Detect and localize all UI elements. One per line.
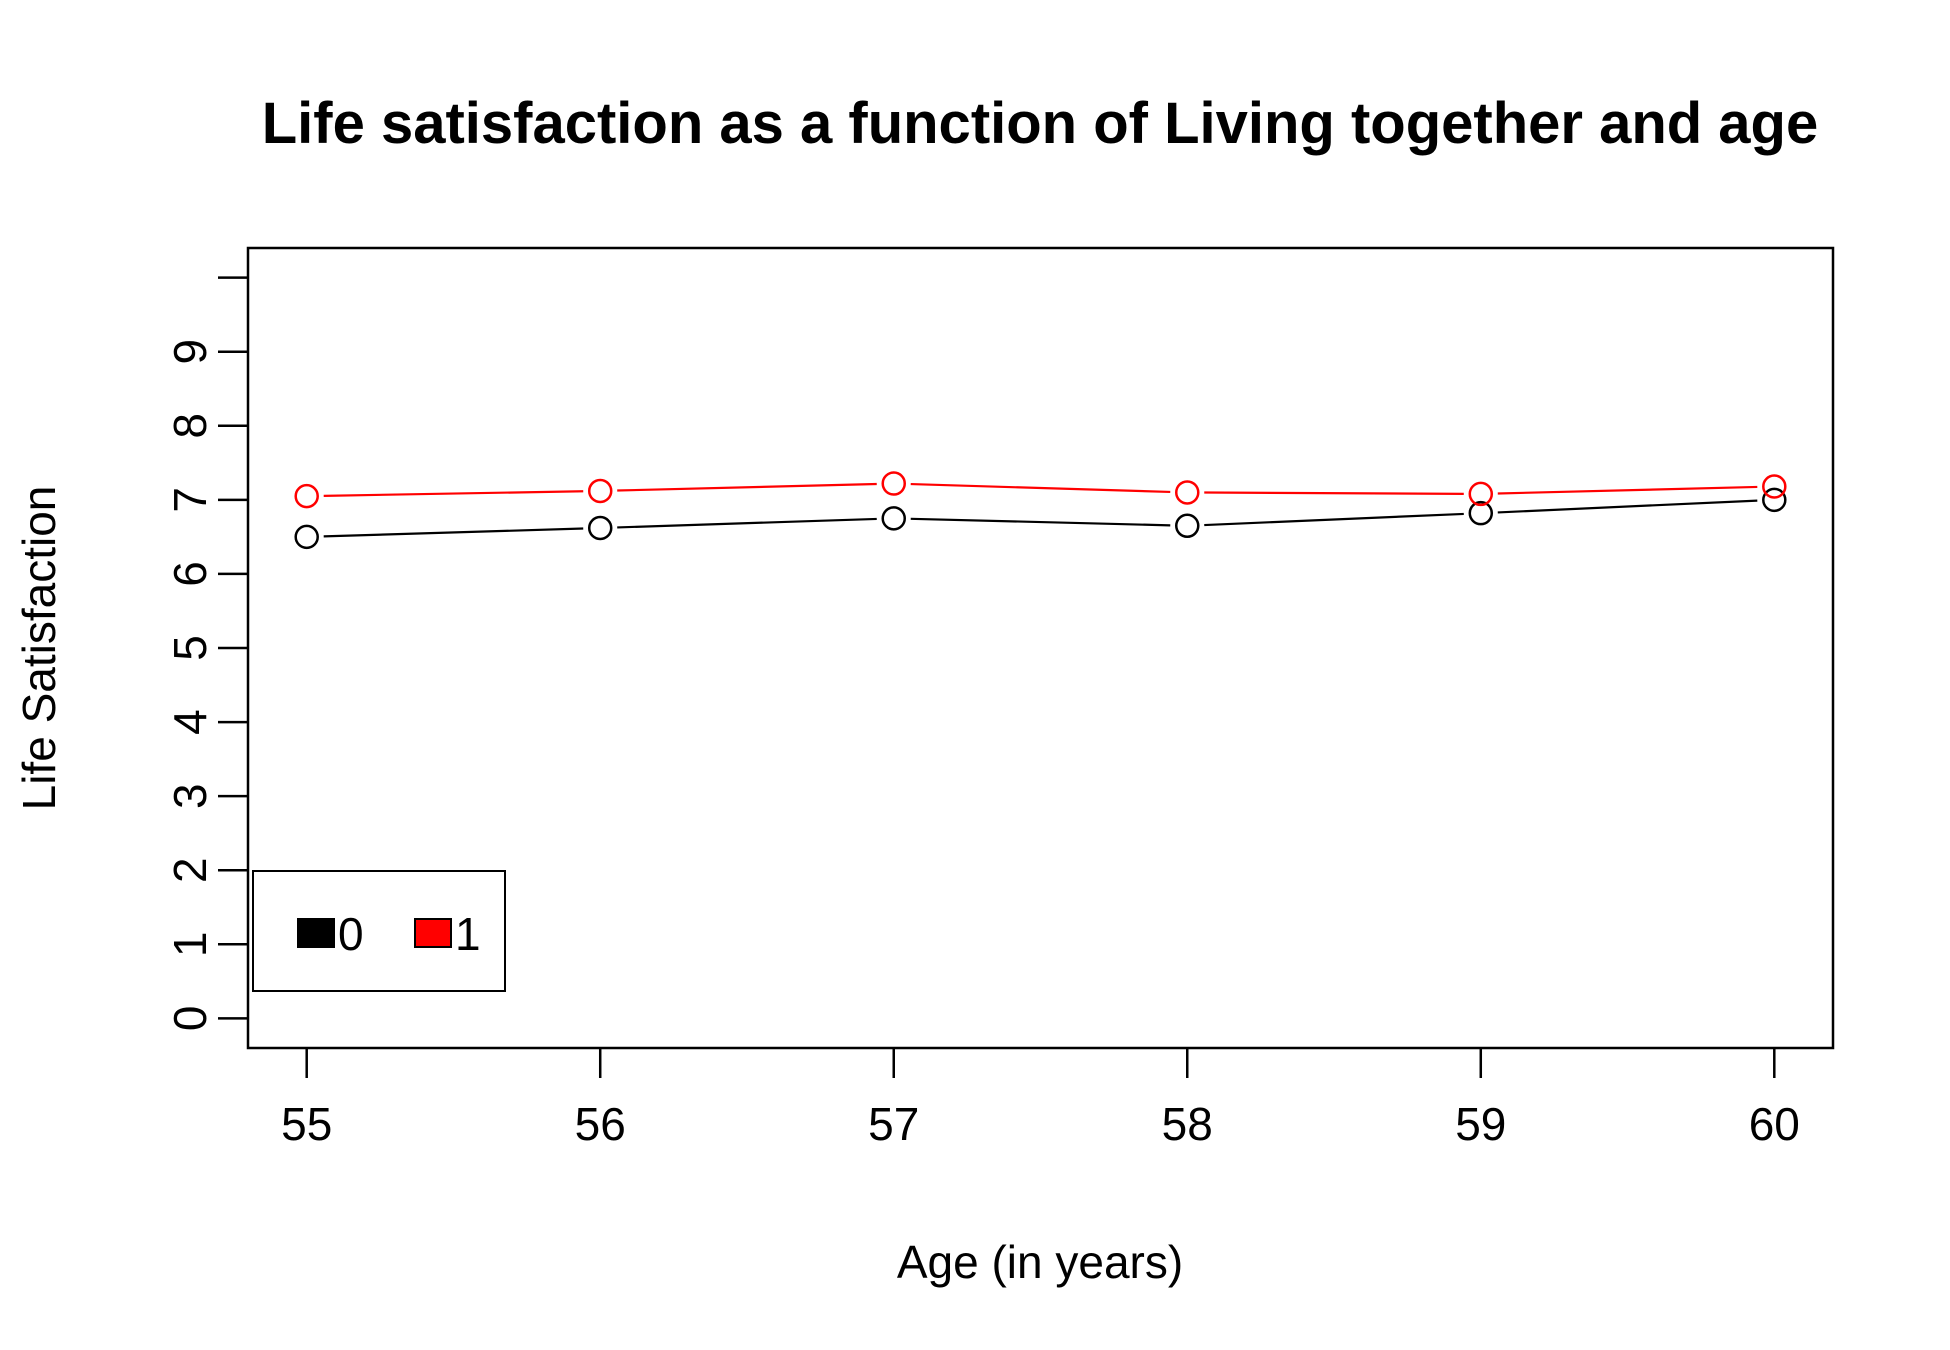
series-line-segment (1204, 491, 1464, 495)
series-line-segment (323, 527, 584, 538)
x-tick-label: 60 (1749, 1098, 1800, 1150)
data-point (1468, 500, 1494, 526)
x-tick-label: 57 (868, 1098, 919, 1150)
legend-swatch (414, 918, 452, 948)
series-line-segment (1204, 512, 1464, 527)
chart-title: Life satisfaction as a function of Livin… (262, 91, 1819, 156)
series-0 (294, 487, 1787, 550)
y-tick-label: 3 (164, 783, 216, 809)
series-layer (294, 471, 1787, 550)
data-point (1468, 481, 1494, 507)
y-tick-label: 8 (164, 413, 216, 439)
y-axis-label: Life Satisfaction (13, 486, 65, 811)
y-tick-label: 5 (164, 635, 216, 661)
legend-box (252, 870, 506, 992)
data-point (1762, 487, 1787, 513)
series-line-segment (323, 490, 584, 497)
series-line-segment (910, 482, 1171, 494)
y-tick-label: 1 (164, 931, 216, 957)
data-point (881, 506, 906, 531)
series-line-segment (617, 517, 877, 529)
x-tick-label: 55 (281, 1098, 332, 1150)
series-1 (294, 471, 1787, 509)
y-tick-label: 7 (164, 487, 216, 513)
y-tick-label: 2 (164, 857, 216, 883)
y-tick-label: 0 (164, 1006, 216, 1032)
data-point (587, 515, 613, 541)
legend-label: 0 (338, 908, 364, 960)
x-tick-label: 58 (1162, 1098, 1213, 1150)
x-axis: 55 56 57 58 59 60 (281, 1048, 1800, 1150)
x-tick-label: 59 (1455, 1098, 1506, 1150)
data-point (1762, 474, 1787, 499)
y-tick-label: 6 (164, 561, 216, 587)
data-point (587, 478, 613, 504)
x-tick-label: 56 (575, 1098, 626, 1150)
legend-swatch (297, 918, 335, 948)
legend-label: 1 (455, 908, 481, 960)
series-line-segment (910, 517, 1171, 527)
y-axis: 0 1 2 3 4 5 6 7 8 9 (164, 276, 248, 1032)
y-tick-label: 9 (164, 339, 216, 365)
data-point (1175, 513, 1200, 539)
data-point (294, 524, 319, 550)
series-line-segment (1497, 499, 1758, 514)
series-line-segment (1497, 485, 1758, 495)
x-axis-label: Age (in years) (897, 1236, 1183, 1288)
series-line-segment (617, 482, 877, 492)
y-tick-label: 4 (164, 709, 216, 735)
data-point (294, 483, 319, 509)
data-point (1175, 480, 1200, 505)
data-point (881, 471, 906, 496)
